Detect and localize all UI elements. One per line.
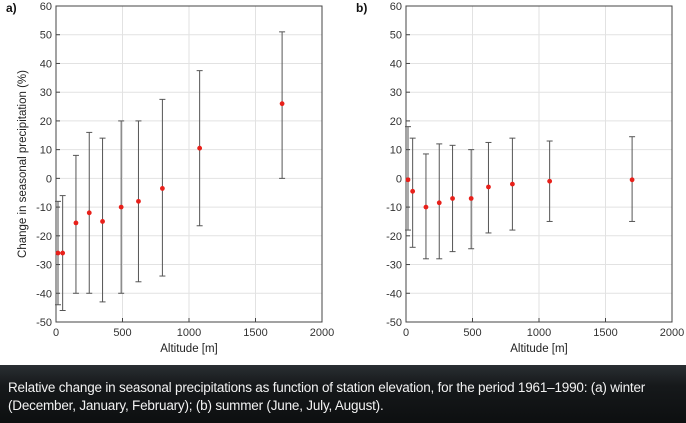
y-tick-label: 0 [46,173,52,185]
y-tick-label: 40 [40,58,52,70]
y-tick-label: 60 [40,1,52,13]
x-tick-label: 1500 [243,327,267,339]
panel-label: b) [356,1,367,15]
x-tick-label: 0 [403,327,409,339]
data-point [60,250,66,256]
y-tick-label: -50 [36,317,52,329]
x-tick-label: 500 [113,327,131,339]
chart-panel-b: -50 -40 -30 -20 -10 0 10 20 30 40 50 60 0 500 1000 1500… [356,1,684,355]
x-tick-label: 1500 [593,327,617,339]
y-tick-label: -30 [386,260,402,272]
data-point [468,196,474,201]
data-point [423,204,429,210]
x-tick-label: 0 [53,327,59,339]
y-tick-label: 20 [40,116,52,128]
y-tick-label: -10 [36,202,52,214]
data-point [197,145,203,151]
y-tick-label: 50 [390,30,402,42]
x-tick-label: 1000 [177,327,201,339]
y-tick-label: -10 [386,202,402,214]
x-axis-label: Altitude [m] [510,343,568,355]
y-tick-label: -20 [36,231,52,243]
x-tick-label: 2000 [310,327,334,339]
y-tick-label: 30 [390,87,402,99]
y-axis-label: Change in seasonal precipitation (%) [17,70,29,258]
y-tick-label: 50 [40,30,52,42]
y-tick-label: -20 [386,231,402,243]
data-point [410,188,416,194]
x-tick-label: 2000 [660,327,684,339]
data-point [55,250,61,256]
y-tick-label: -30 [36,260,52,272]
data-point [547,178,553,184]
data-point [160,186,165,191]
data-point [510,181,515,187]
y-tick-label: 20 [390,116,402,128]
data-point [450,196,455,201]
y-tick-label: 40 [390,58,402,70]
y-tick-label: 10 [40,145,52,157]
panel-label: a) [6,1,17,15]
x-tick-label: 500 [463,327,481,339]
data-point [436,200,442,206]
data-point [486,184,491,190]
figure-caption: Relative change in seasonal precipitatio… [8,380,646,413]
y-tick-label: -40 [36,288,52,300]
x-tick-label: 1000 [527,327,551,339]
data-point [118,204,124,210]
data-point [86,210,92,216]
x-axis-label: Altitude [m] [160,343,218,355]
data-point [629,177,635,183]
figure: -50 -40 -30 -20 -10 0 10 20 30 40 50 60 0 500 1000 1500… [6,1,685,355]
y-tick-label: 0 [396,173,402,185]
y-tick-label: 60 [390,1,402,13]
data-point [405,177,411,183]
data-point [100,219,105,224]
data-point [73,220,79,226]
data-point [136,198,141,204]
chart-panel-a: -50 -40 -30 -20 -10 0 10 20 30 40 50 60 0 500 1000 1500… [6,1,334,355]
y-tick-label: -50 [386,317,402,329]
y-tick-label: 10 [390,145,402,157]
caption-bar: Relative change in seasonal precipitatio… [0,365,686,423]
y-tick-label: -40 [386,288,402,300]
y-tick-label: 30 [40,87,52,99]
data-point [279,101,285,107]
